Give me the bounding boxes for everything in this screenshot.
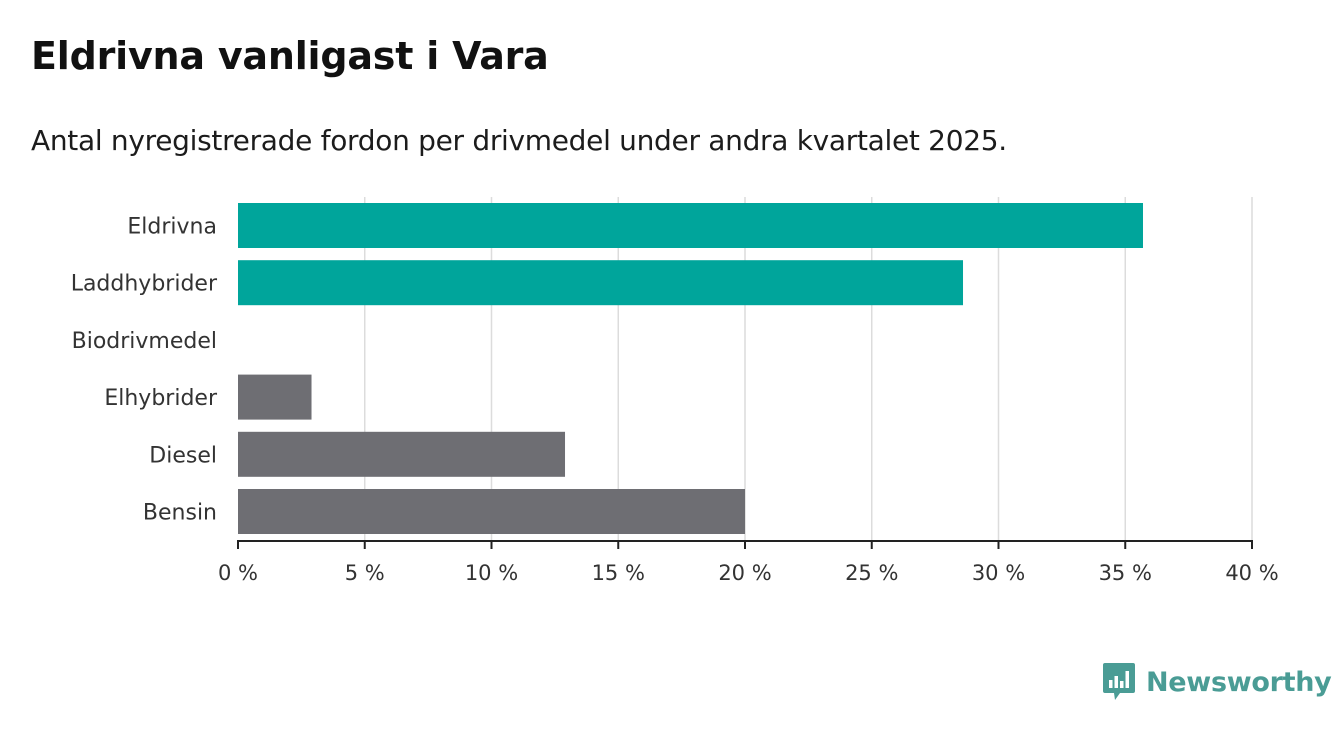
bar-bensin [238,489,745,534]
category-labels: Eldrivna Laddhybrider Biodrivmedel Elhybrid… [71,215,218,526]
x-tick-label: 35 % [1099,561,1152,585]
gridlines [364,197,1253,541]
category-label: Diesel [149,443,217,468]
brand-name: Newsworthy [1146,666,1332,698]
chart-subtitle: Antal nyregistrerade fordon per drivmede… [31,124,1007,157]
brand: Newsworthy [1102,662,1332,702]
category-label: Laddhybrider [71,272,218,297]
x-tick-label: 40 % [1225,561,1278,585]
chart-title: Eldrivna vanligast i Vara [31,34,549,78]
x-tick-label: 10 % [465,561,518,585]
x-tick-label: 25 % [845,561,898,585]
category-label: Eldrivna [127,215,217,240]
bars [238,203,1143,534]
bar-laddhybrider [238,260,964,306]
category-label: Bensin [143,501,217,526]
x-tick-label: 15 % [592,561,645,585]
bar-diesel [238,431,566,477]
bar-elhybrider [238,374,312,420]
newsworthy-logo-icon [1103,663,1135,700]
x-tick-label: 20 % [718,561,771,585]
x-tick-label: 30 % [972,561,1025,585]
x-axis: 0 % 5 % 10 % 15 % 20 % 25 % 30 % 35 % 40 % [218,540,1279,585]
bar-eldrivna [238,203,1143,248]
x-tick-label: 0 % [218,561,258,585]
category-label: Biodrivmedel [72,329,217,354]
category-label: Elhybrider [104,386,218,411]
x-tick-label: 5 % [345,561,385,585]
